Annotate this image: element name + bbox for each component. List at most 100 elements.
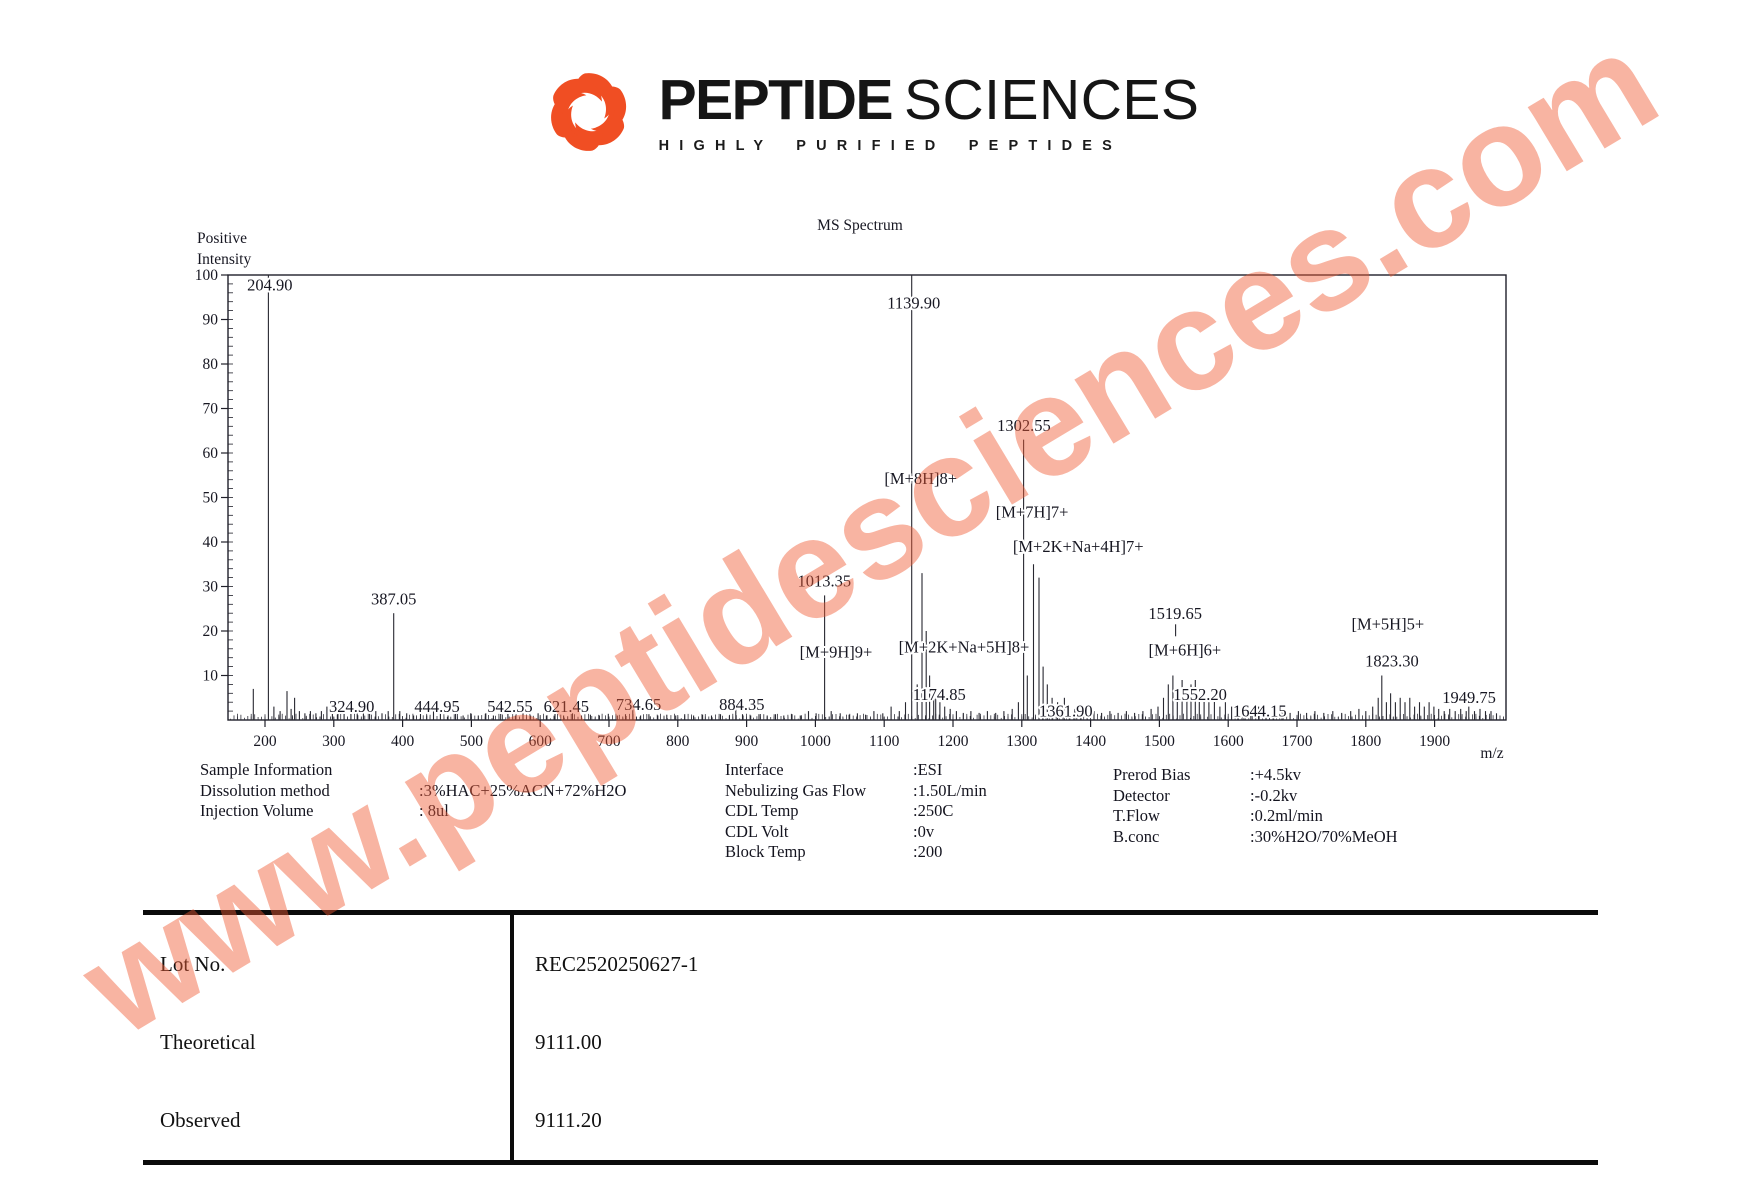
info-value: :30%H2O/70%MeOH bbox=[1250, 826, 1398, 846]
logo: PEPTIDE SCIENCES HIGHLY PURIFIED PEPTIDES bbox=[543, 66, 1200, 158]
info-label: Detector bbox=[1113, 785, 1170, 805]
svg-text:1800: 1800 bbox=[1350, 733, 1381, 750]
swirl-petal bbox=[561, 105, 604, 151]
info-label: Nebulizing Gas Flow bbox=[725, 780, 867, 800]
peak-label: 1361.90 bbox=[1039, 701, 1093, 720]
svg-text:1200: 1200 bbox=[938, 733, 969, 750]
svg-text:700: 700 bbox=[597, 733, 621, 750]
spectrum-peaks bbox=[230, 275, 1501, 720]
svg-text:1400: 1400 bbox=[1075, 733, 1106, 750]
svg-text:1500: 1500 bbox=[1144, 733, 1175, 750]
axes: 10 20 30 40 50 60 70 80 90 100 200 300 400 500 600 700 8… bbox=[195, 217, 1507, 762]
info-label: Prerod Bias bbox=[1113, 765, 1191, 784]
info-label: B.conc bbox=[1113, 826, 1160, 846]
peak-label: [M+9H]9+ bbox=[800, 643, 873, 662]
info-label: CDL Temp bbox=[725, 801, 799, 821]
sample-info-header: Sample Information bbox=[200, 760, 333, 779]
svg-text:50: 50 bbox=[203, 490, 219, 507]
peak-label: 1139.90 bbox=[887, 293, 940, 312]
svg-text:80: 80 bbox=[203, 356, 219, 373]
peak-label: 1302.55 bbox=[997, 416, 1051, 435]
info-value: :-0.2kv bbox=[1250, 785, 1298, 805]
peak-label: 734.65 bbox=[616, 695, 661, 714]
peak-label: 1644.15 bbox=[1233, 701, 1287, 720]
peak-label: [M+2K+Na+4H]7+ bbox=[1013, 537, 1144, 556]
peak-label: 387.05 bbox=[371, 589, 416, 608]
svg-text:300: 300 bbox=[322, 733, 346, 750]
table-row-label: Observed bbox=[160, 1108, 241, 1132]
logo-text: PEPTIDE SCIENCES HIGHLY PURIFIED PEPTIDES bbox=[659, 71, 1200, 154]
info-value: :+4.5kv bbox=[1250, 765, 1302, 784]
svg-text:30: 30 bbox=[203, 579, 219, 596]
svg-text:400: 400 bbox=[391, 733, 415, 750]
y-axis-label: Positive bbox=[197, 230, 247, 247]
info-label: Block Temp bbox=[725, 842, 806, 862]
info-value: :3%HAC+25%ACN+72%H2O bbox=[419, 780, 627, 800]
peak-label: 621.45 bbox=[544, 697, 589, 716]
info-value: : 8ul bbox=[419, 801, 449, 821]
swirl-petal bbox=[553, 78, 602, 115]
peak-label: 324.90 bbox=[329, 697, 374, 716]
svg-text:70: 70 bbox=[203, 401, 219, 418]
sample-info-col2: Interface :ESI Nebulizing Gas Flow :1.50… bbox=[725, 760, 987, 863]
info-value: :0v bbox=[913, 821, 935, 841]
svg-text:10: 10 bbox=[203, 668, 219, 685]
svg-text:1000: 1000 bbox=[800, 733, 831, 750]
peak-label: 1013.35 bbox=[797, 572, 851, 591]
peak-annotations: 204.90 324.90 387.05 444.95 542.55 621.45 734.… bbox=[245, 274, 1498, 723]
brand-light: SCIENCES bbox=[904, 67, 1200, 132]
svg-text:1300: 1300 bbox=[1006, 733, 1037, 750]
peak-label: [M+7H]7+ bbox=[996, 503, 1069, 522]
svg-text:600: 600 bbox=[529, 733, 553, 750]
table-row-value: REC2520250627-1 bbox=[535, 952, 699, 976]
info-value: :1.50L/min bbox=[913, 780, 987, 800]
table-row-label: Lot No. bbox=[160, 952, 226, 976]
table-row-label: Theoretical bbox=[160, 1030, 256, 1054]
svg-text:500: 500 bbox=[460, 733, 484, 750]
peak-label: 1519.65 bbox=[1148, 604, 1202, 623]
table-bottom-rule bbox=[143, 1160, 1598, 1165]
info-label: Interface bbox=[725, 760, 784, 779]
peak-label: 1823.30 bbox=[1365, 652, 1419, 671]
brand-name: PEPTIDE SCIENCES bbox=[659, 71, 1200, 129]
y-axis-label: Intensity bbox=[197, 251, 251, 268]
table-divider bbox=[510, 910, 514, 1165]
svg-text:60: 60 bbox=[203, 445, 219, 462]
svg-text:1700: 1700 bbox=[1282, 733, 1313, 750]
svg-text:1900: 1900 bbox=[1419, 733, 1450, 750]
table-top-rule bbox=[143, 910, 1598, 915]
info-label: Dissolution method bbox=[200, 780, 330, 800]
info-value: :ESI bbox=[913, 760, 943, 779]
ms-spectrum-chart: 10 20 30 40 50 60 70 80 90 100 200 300 400 500 600 700 8… bbox=[195, 217, 1507, 762]
table-row-value: 9111.20 bbox=[535, 1108, 602, 1132]
info-label: T.Flow bbox=[1113, 806, 1160, 826]
svg-text:200: 200 bbox=[253, 733, 277, 750]
peak-label: 1174.85 bbox=[913, 685, 966, 704]
brand-tagline: HIGHLY PURIFIED PEPTIDES bbox=[658, 137, 1123, 154]
peak-label: 1949.75 bbox=[1442, 688, 1496, 707]
info-label: Injection Volume bbox=[200, 801, 314, 821]
svg-text:1100: 1100 bbox=[869, 733, 900, 750]
svg-text:40: 40 bbox=[203, 534, 219, 551]
peak-label: 542.55 bbox=[487, 697, 532, 716]
svg-text:1600: 1600 bbox=[1213, 733, 1244, 750]
peak-label: 204.90 bbox=[247, 276, 292, 295]
table-row-value: 9111.00 bbox=[535, 1030, 602, 1054]
info-label: CDL Volt bbox=[725, 821, 789, 841]
info-value: :250C bbox=[913, 801, 954, 821]
svg-text:900: 900 bbox=[735, 733, 759, 750]
peak-label: [M+8H]8+ bbox=[884, 469, 957, 488]
peak-label: 884.35 bbox=[719, 695, 764, 714]
peak-label: [M+6H]6+ bbox=[1149, 641, 1222, 660]
peak-label: [M+5H]5+ bbox=[1351, 615, 1424, 634]
chart-title: MS Spectrum bbox=[817, 217, 903, 234]
svg-text:90: 90 bbox=[203, 312, 219, 329]
x-axis-label: m/z bbox=[1480, 745, 1503, 762]
peak-label: 444.95 bbox=[414, 697, 459, 716]
svg-text:100: 100 bbox=[195, 267, 219, 284]
info-value: :0.2ml/min bbox=[1250, 806, 1323, 826]
svg-text:20: 20 bbox=[203, 623, 219, 640]
peak-label: [M+2K+Na+5H]8+ bbox=[899, 637, 1030, 656]
sample-info-col1: Sample Information Dissolution method :3… bbox=[200, 760, 626, 822]
